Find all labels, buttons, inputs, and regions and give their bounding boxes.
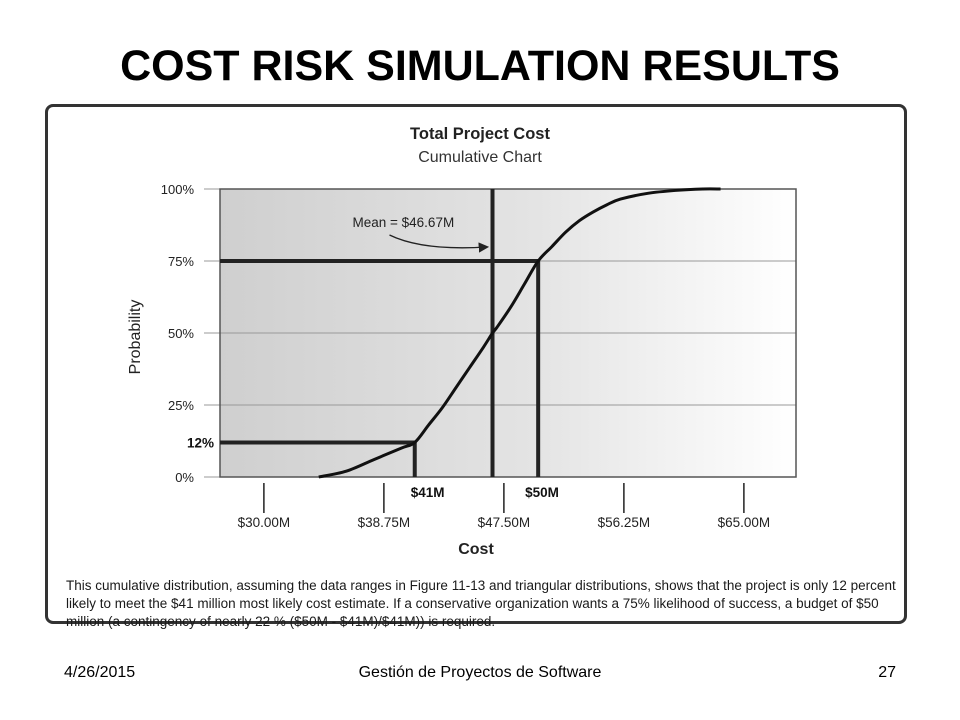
marker-label-41m: $41M <box>411 485 445 500</box>
x-tick-label: $56.25M <box>598 515 651 530</box>
figure-caption: This cumulative distribution, assuming t… <box>66 578 896 629</box>
marker-label-50m: $50M <box>525 485 559 500</box>
x-tick-label: $30.00M <box>238 515 291 530</box>
x-tick-label: $47.50M <box>478 515 531 530</box>
x-tick-label: $65.00M <box>718 515 771 530</box>
y-tick-label: 75% <box>168 254 194 269</box>
figure-frame: 0% 25% 50% 75% 100% $30.00M $38.75M $47.50M $56.… <box>45 104 907 624</box>
chart-subtitle: Cumulative Chart <box>418 149 542 166</box>
slide-title: COST RISK SIMULATION RESULTS <box>120 42 840 90</box>
y-tick-label: 100% <box>161 182 195 197</box>
x-axis-label: Cost <box>458 541 494 558</box>
footer-date: 4/26/2015 <box>64 664 136 681</box>
x-tick-label: $38.75M <box>358 515 411 530</box>
plot-border <box>219 188 797 478</box>
chart-title: Total Project Cost <box>410 125 550 143</box>
y-tick-label: 50% <box>168 326 194 341</box>
y-tick-label: 0% <box>175 470 194 485</box>
cumulative-chart: 0% 25% 50% 75% 100% $30.00M $38.75M $47.50M $56.… <box>127 125 797 558</box>
mean-arrow <box>389 234 490 253</box>
footer-course-name: Gestión de Proyectos de Software <box>358 664 602 681</box>
footer-page-number: 27 <box>878 664 896 681</box>
marker-label-12-percent: 12% <box>187 435 214 450</box>
cumulative-curve <box>318 187 721 479</box>
y-axis-label: Probability <box>127 300 144 375</box>
mean-annotation: Mean = $46.67M <box>353 215 455 230</box>
y-tick-label: 25% <box>168 398 194 413</box>
